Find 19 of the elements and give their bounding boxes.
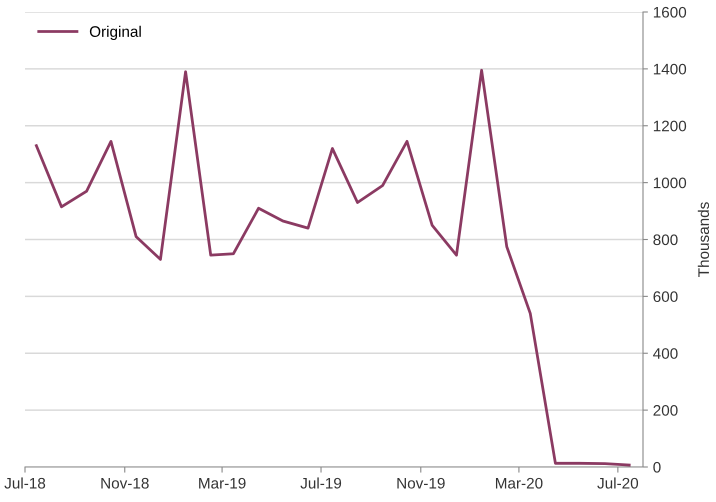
y-tick-label: 200 bbox=[653, 404, 678, 416]
y-tick-label: 600 bbox=[654, 291, 678, 302]
x-tick-label: Mar-20 bbox=[496, 478, 543, 489]
y-axis-title: Thousands bbox=[698, 202, 710, 277]
x-tick-label: Mar-19 bbox=[199, 478, 246, 489]
y-tick-label: 1400 bbox=[654, 64, 686, 75]
y-tick-label: 0 bbox=[653, 462, 661, 473]
line-series bbox=[34, 68, 631, 466]
x-tick-label: Nov-18 bbox=[101, 478, 149, 489]
y-tick-label: 1200 bbox=[654, 120, 686, 132]
y-tick-label: 400 bbox=[653, 348, 678, 359]
x-tick-label: Nov-19 bbox=[397, 478, 445, 489]
x-tick-label: Jul-18 bbox=[4, 477, 46, 489]
y-tick-label: 800 bbox=[653, 234, 678, 246]
legend-label: Original bbox=[90, 26, 141, 40]
x-tick-label: Jul-20 bbox=[597, 477, 638, 489]
y-tick-label: 1000 bbox=[654, 177, 686, 188]
y-tick-label: 1600 bbox=[654, 6, 686, 18]
x-tick-label: Jul-19 bbox=[300, 477, 342, 489]
